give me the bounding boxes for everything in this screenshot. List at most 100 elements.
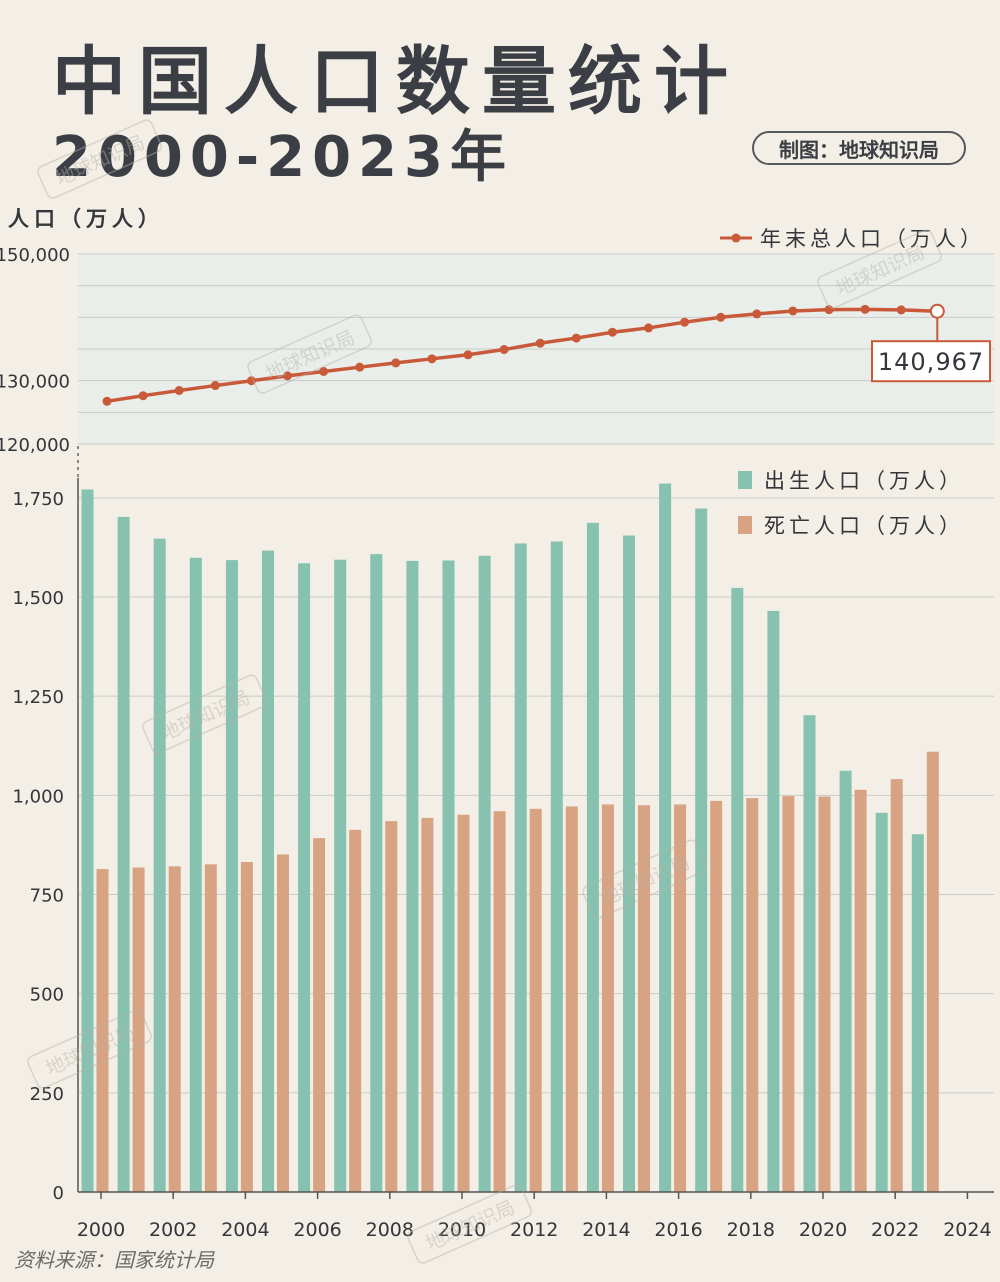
population-point: [571, 333, 581, 343]
birth-bar: [911, 834, 924, 1192]
population-point: [644, 323, 653, 333]
x-tick-label: 2002: [149, 1219, 197, 1241]
birth-bar: [298, 563, 311, 1192]
deaths-legend-label: 死亡人口（万人）: [764, 514, 964, 538]
bar-y-tick-label: 1,000: [12, 786, 64, 807]
population-point: [427, 354, 437, 364]
birth-bar: [695, 508, 708, 1192]
line-legend-marker: [731, 233, 741, 243]
population-point: [102, 396, 112, 406]
line-panel-grid: [78, 253, 994, 445]
line-y-axis-label: 人口（万人）: [8, 207, 164, 231]
death-bar: [638, 805, 650, 1192]
x-tick-label: 2020: [799, 1219, 847, 1241]
death-bar: [890, 779, 903, 1192]
x-tick-label: 2008: [366, 1219, 414, 1241]
birth-bar: [803, 715, 816, 1192]
death-bar: [240, 861, 253, 1192]
watermark-frame: [27, 1009, 152, 1089]
watermark-frame: [582, 839, 707, 919]
line-y-tick-label: 130,000: [0, 372, 70, 393]
population-point: [174, 385, 184, 395]
x-tick-label: 2022: [871, 1219, 919, 1241]
population-line-series: [102, 303, 945, 406]
line-y-tick-label: 150,000: [0, 245, 70, 266]
death-bar: [168, 866, 181, 1192]
population-point: [210, 381, 220, 391]
x-tick-label: 2012: [510, 1219, 558, 1241]
death-bar: [565, 806, 578, 1192]
bar-legend: 出生人口（万人） 死亡人口（万人）: [738, 469, 964, 538]
births-legend-label: 出生人口（万人）: [764, 469, 964, 493]
death-bar: [854, 789, 867, 1192]
population-point: [535, 338, 545, 348]
death-bar: [529, 808, 542, 1192]
x-tick-label: 2018: [727, 1219, 775, 1241]
birth-bar: [731, 587, 744, 1192]
deaths-legend-swatch: [738, 516, 752, 534]
population-point: [860, 304, 870, 314]
bar-y-tick-label: 1,750: [12, 489, 64, 510]
birth-bar: [262, 550, 274, 1192]
line-y-tick-label: 120,000: [0, 435, 70, 456]
death-bar: [746, 798, 759, 1192]
population-point: [283, 371, 292, 381]
death-bar: [421, 817, 434, 1192]
death-bar: [782, 796, 795, 1192]
watermark-frame: [817, 229, 942, 309]
bar-y-tick-label: 750: [30, 886, 64, 907]
population-point: [463, 350, 473, 360]
birth-bar: [370, 554, 383, 1192]
population-point: [391, 358, 401, 368]
x-tick-label: 2010: [438, 1219, 486, 1241]
death-bar: [132, 867, 145, 1192]
birth-bar: [406, 560, 419, 1192]
x-tick-label: 2006: [293, 1219, 341, 1241]
birth-bar: [550, 541, 563, 1192]
watermark: 地球知识局: [37, 119, 162, 199]
births-legend-swatch: [738, 471, 752, 489]
death-bar: [710, 800, 723, 1192]
watermark-frame: [407, 1184, 532, 1264]
watermark-frame: [37, 119, 162, 199]
death-bar: [204, 864, 217, 1192]
population-point: [319, 366, 329, 376]
line-y-tick-labels: 120,000 130,000 150,000: [0, 245, 70, 456]
bar-y-tick-labels: 0 250 500 750 1,000 1,250 1,500 1,750: [12, 489, 64, 1204]
death-bar: [313, 838, 326, 1192]
bar-y-tick-label: 1,500: [12, 588, 64, 609]
x-tick-label: 2014: [582, 1219, 630, 1241]
watermark-frame: [247, 314, 372, 394]
population-point: [499, 345, 509, 355]
population-point: [929, 303, 945, 319]
x-tick-label: 2024: [943, 1219, 991, 1241]
death-bar: [818, 796, 831, 1192]
population-point: [824, 305, 834, 315]
population-point: [355, 362, 365, 372]
death-bar: [601, 804, 614, 1192]
annotation-box: [871, 340, 991, 383]
population-point: [716, 312, 726, 322]
line-legend-label: 年末总人口（万人）: [760, 227, 985, 251]
line-legend: 年末总人口（万人）: [720, 227, 985, 251]
annotation-label: 140,967: [878, 348, 984, 376]
population-point: [246, 376, 256, 386]
death-bar: [96, 869, 109, 1192]
bar-y-tick-label: 500: [30, 985, 64, 1006]
death-bar: [385, 821, 398, 1192]
birth-bar: [117, 516, 130, 1192]
death-bar: [926, 751, 939, 1192]
death-bar: [674, 804, 687, 1192]
bar-series: [81, 483, 939, 1193]
population-annotation: 140,967: [871, 318, 991, 383]
birth-bar: [334, 559, 347, 1192]
birth-bar: [478, 555, 491, 1192]
birth-bar: [839, 770, 852, 1192]
bar-y-tick-label: 0: [53, 1183, 64, 1204]
population-line: [106, 307, 938, 404]
population-point: [896, 305, 906, 315]
birth-bar: [875, 812, 888, 1192]
birth-bar: [659, 483, 672, 1192]
